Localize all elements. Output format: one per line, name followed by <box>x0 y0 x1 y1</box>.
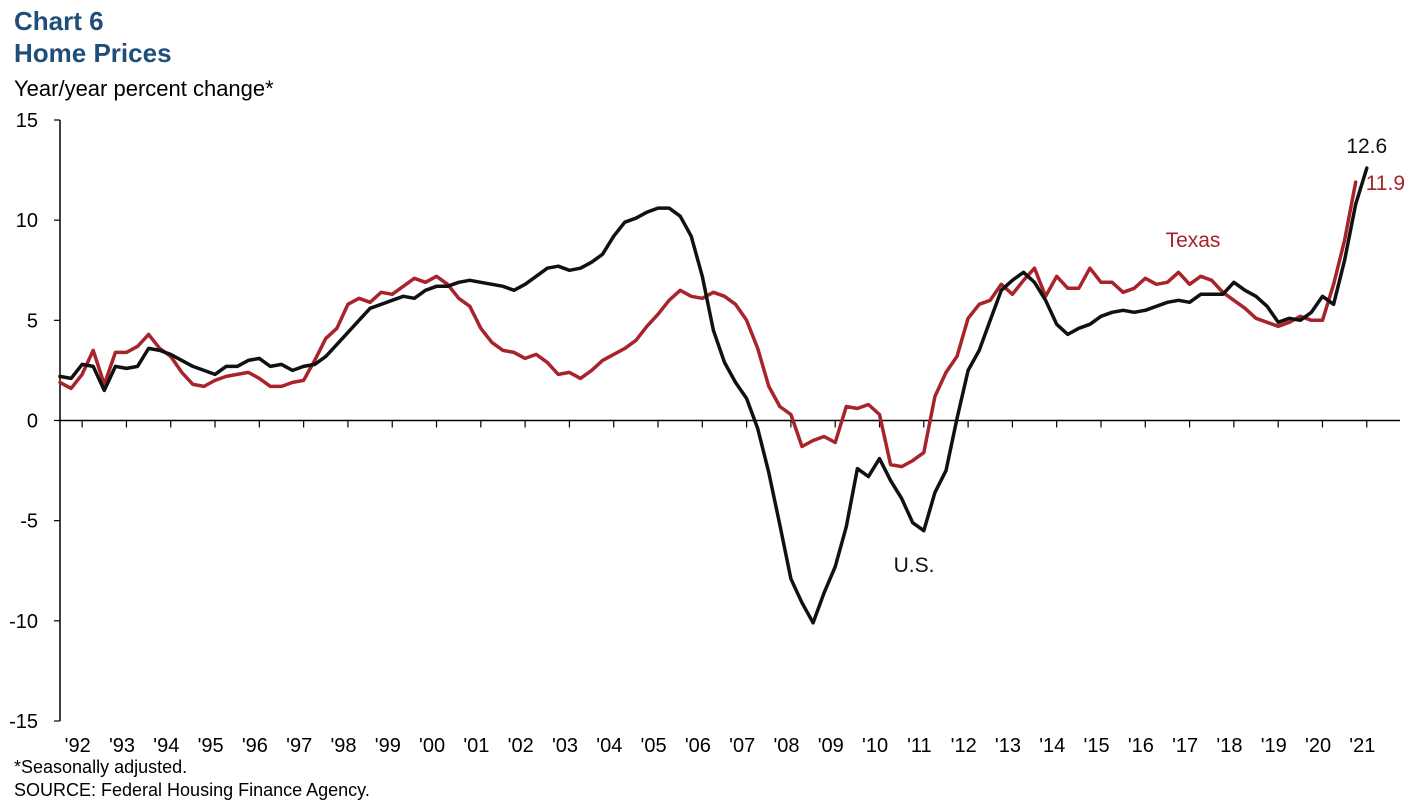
series-line-us <box>58 166 1369 625</box>
x-tick-label: '17 <box>1172 735 1198 756</box>
x-tick-label: '96 <box>242 735 268 756</box>
x-tick-label: '21 <box>1349 735 1375 756</box>
y-tick-label: 5 <box>27 310 38 332</box>
x-tick-label: '18 <box>1216 735 1242 756</box>
x-tick-label: '97 <box>286 735 312 756</box>
y-tick-label: 15 <box>16 110 38 132</box>
x-tick-label: '10 <box>862 735 888 756</box>
x-tick-label: '07 <box>729 735 755 756</box>
x-tick-label: '02 <box>508 735 534 756</box>
x-tick-label: '20 <box>1305 735 1331 756</box>
x-tick-label: '12 <box>951 735 977 756</box>
x-tick-label: '04 <box>596 735 622 756</box>
x-tick-label: '13 <box>995 735 1021 756</box>
footnote: *Seasonally adjusted. <box>14 757 188 777</box>
chart-number: Chart 6 <box>14 6 104 36</box>
source-note: SOURCE: Federal Housing Finance Agency. <box>14 780 370 800</box>
x-tick-label: '00 <box>419 735 445 756</box>
x-tick-label: '08 <box>773 735 799 756</box>
x-tick-label: '19 <box>1261 735 1287 756</box>
x-tick-label: '05 <box>641 735 667 756</box>
x-tick-label: '16 <box>1128 735 1154 756</box>
x-tick-label: '92 <box>65 735 91 756</box>
x-tick-label: '09 <box>818 735 844 756</box>
x-tick-label: '99 <box>375 735 401 756</box>
x-tick-label: '94 <box>153 735 179 756</box>
y-tick-label: -10 <box>9 611 38 633</box>
x-tick-label: '06 <box>685 735 711 756</box>
end-value-label-texas: 11.9 <box>1366 172 1405 195</box>
x-tick-label: '11 <box>907 735 932 756</box>
series-labels: U.S. Texas 12.6 11.9 <box>894 135 1405 577</box>
x-tick-label: '93 <box>109 735 135 756</box>
chart-title: Home Prices <box>14 38 172 68</box>
y-tick-label: -15 <box>9 711 38 733</box>
y-tick-labels: -15 -10 -5 0 5 10 15 <box>9 110 38 733</box>
series-lines <box>58 166 1369 625</box>
x-tick-label: '98 <box>330 735 356 756</box>
y-tick-label: 0 <box>27 411 38 433</box>
x-tick-label: '15 <box>1084 735 1110 756</box>
series-line-texas <box>58 180 1358 469</box>
series-name-label-texas: Texas <box>1166 229 1221 252</box>
y-tick-label: 10 <box>16 210 38 232</box>
y-tick-label: -5 <box>20 511 38 533</box>
end-value-label-us: 12.6 <box>1346 135 1387 158</box>
series-name-label-us: U.S. <box>894 554 935 577</box>
x-tick-label: '14 <box>1039 735 1065 756</box>
y-axis-label: Year/year percent change* <box>14 76 274 101</box>
x-tick-labels: '92 '93 '94 '95 '96 '97 '98 '99 '00 '01 '02 '03 '04 '… <box>65 735 1376 756</box>
x-tick-label: '03 <box>552 735 578 756</box>
axes <box>54 119 1400 722</box>
x-tick-label: '01 <box>463 735 489 756</box>
x-tick-label: '95 <box>198 735 224 756</box>
